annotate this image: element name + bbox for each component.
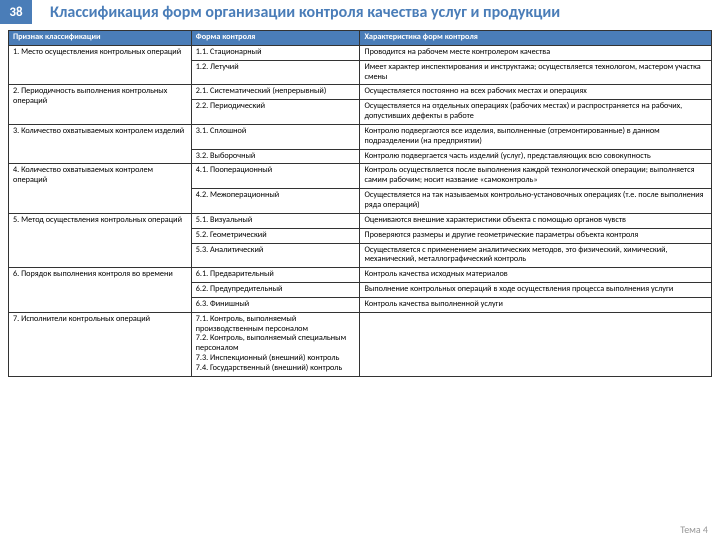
cell-description: Проводится на рабочем месте контролером … [360,45,712,60]
footer-text: Тема 4 [680,523,708,536]
cell-description: Проверяются размеры и другие геометричес… [360,228,712,243]
cell-description: Выполнение контрольных операций в ходе о… [360,283,712,298]
table-container: Признак классификацииФорма контроляХарак… [0,24,720,377]
cell-description: Осуществляется на отдельных операциях (р… [360,100,712,125]
cell-description [360,312,712,376]
cell-form: 2.2. Периодический [191,100,360,125]
cell-form: 6.2. Предупредительный [191,283,360,298]
table-header: Признак классификации [9,31,192,46]
cell-form: 5.2. Геометрический [191,228,360,243]
cell-description: Контроль осуществляется после выполнения… [360,164,712,189]
cell-description: Контролю подвергаются все изделия, выпол… [360,124,712,149]
table-row: 3. Количество охватываемых контролем изд… [9,124,712,149]
cell-classification: 2. Периодичность выполнения контрольных … [9,85,192,125]
cell-classification: 4. Количество охватываемых контролем опе… [9,164,192,213]
cell-classification: 3. Количество охватываемых контролем изд… [9,124,192,164]
cell-classification: 5. Метод осуществления контрольных опера… [9,213,192,267]
cell-form: 5.3. Аналитический [191,243,360,268]
table-header: Характеристика форм контроля [360,31,712,46]
cell-description: Имеет характер инспектирования и инструк… [360,60,712,85]
cell-description: Контроль качества выполненной услуги [360,297,712,312]
cell-description: Оцениваются внешние характеристики объек… [360,213,712,228]
cell-form: 1.2. Летучий [191,60,360,85]
cell-description: Контролю подвергается часть изделий (усл… [360,149,712,164]
cell-form: 4.2. Межоперационный [191,189,360,214]
cell-form: 3.2. Выборочный [191,149,360,164]
cell-classification: 6. Порядок выполнения контроля во времен… [9,268,192,313]
cell-form: 6.3. Финишный [191,297,360,312]
cell-form: 1.1. Стационарный [191,45,360,60]
cell-form: 3.1. Сплошной [191,124,360,149]
cell-form: 4.1. Пооперационный [191,164,360,189]
table-row: 2. Периодичность выполнения контрольных … [9,85,712,100]
cell-description: Осуществляется постоянно на всех рабочих… [360,85,712,100]
table-row: 4. Количество охватываемых контролем опе… [9,164,712,189]
cell-classification: 1. Место осуществления контрольных опера… [9,45,192,85]
cell-form: 5.1. Визуальный [191,213,360,228]
table-header: Форма контроля [191,31,360,46]
cell-description: Осуществляется на так называемых контрол… [360,189,712,214]
cell-description: Контроль качества исходных материалов [360,268,712,283]
cell-description: Осуществляется с применением аналитическ… [360,243,712,268]
cell-classification: 7. Исполнители контрольных операций [9,312,192,376]
slide-number: 38 [0,0,32,24]
table-row: 7. Исполнители контрольных операций7.1. … [9,312,712,376]
table-row: 5. Метод осуществления контрольных опера… [9,213,712,228]
cell-form: 6.1. Предварительный [191,268,360,283]
classification-table: Признак классификацииФорма контроляХарак… [8,30,712,377]
cell-form: 2.1. Систематический (непрерывный) [191,85,360,100]
cell-form: 7.1. Контроль, выполняемый производствен… [191,312,360,376]
table-row: 6. Порядок выполнения контроля во времен… [9,268,712,283]
page-title: Классификация форм организации контроля … [32,3,560,22]
table-row: 1. Место осуществления контрольных опера… [9,45,712,60]
